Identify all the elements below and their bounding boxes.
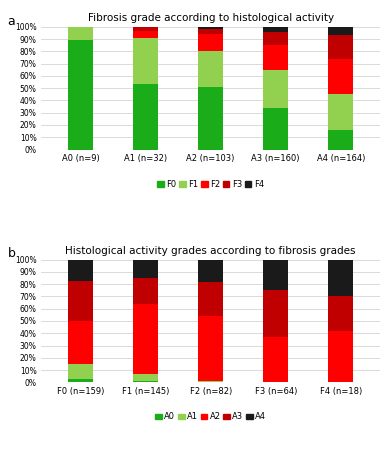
Bar (264, 291, 288, 337)
Bar (328, 260, 353, 296)
Bar (68, 40, 93, 150)
Bar (198, 260, 223, 282)
Bar (68, 321, 93, 364)
Bar (133, 260, 158, 278)
Bar (68, 27, 93, 40)
Bar (264, 108, 288, 150)
Bar (264, 337, 288, 383)
Bar (198, 282, 223, 316)
Bar (264, 32, 288, 45)
Bar (328, 59, 353, 94)
Bar (264, 260, 288, 291)
Title: Histological activity grades according to fibrosis grades: Histological activity grades according t… (65, 246, 356, 256)
Bar (328, 27, 353, 35)
Bar (133, 84, 158, 150)
Bar (198, 316, 223, 381)
Bar (198, 34, 223, 51)
Bar (133, 381, 158, 383)
Bar (264, 27, 288, 32)
Title: Fibrosis grade according to histological activity: Fibrosis grade according to histological… (88, 13, 334, 23)
Bar (198, 87, 223, 150)
Bar (133, 38, 158, 84)
Bar (133, 304, 158, 374)
Bar (328, 331, 353, 383)
Bar (328, 296, 353, 331)
Bar (133, 374, 158, 381)
Bar (133, 31, 158, 38)
Bar (198, 381, 223, 383)
Bar (264, 45, 288, 70)
Bar (133, 27, 158, 31)
Legend: F0, F1, F2, F3, F4: F0, F1, F2, F3, F4 (154, 176, 267, 192)
Bar (198, 51, 223, 87)
Bar (328, 130, 353, 150)
Bar (68, 260, 93, 281)
Legend: A0, A1, A2, A3, A4: A0, A1, A2, A3, A4 (152, 409, 269, 425)
Text: b: b (7, 247, 15, 260)
Bar (328, 94, 353, 130)
Bar (68, 379, 93, 383)
Bar (328, 35, 353, 59)
Bar (133, 278, 158, 304)
Bar (68, 281, 93, 321)
Bar (264, 70, 288, 108)
Bar (68, 364, 93, 379)
Bar (198, 27, 223, 29)
Bar (198, 29, 223, 34)
Text: a: a (7, 14, 15, 27)
